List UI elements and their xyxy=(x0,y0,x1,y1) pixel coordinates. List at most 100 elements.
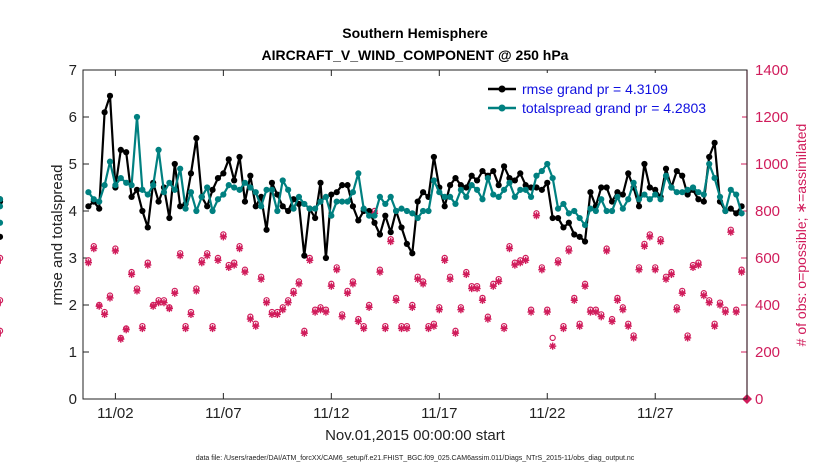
obs-assimilated-point xyxy=(592,308,600,316)
obs-assimilated-point xyxy=(457,306,465,314)
y-tick-label: 7 xyxy=(69,62,77,79)
obs-assimilated-point xyxy=(673,306,681,314)
totalspread-point xyxy=(646,196,653,203)
rmse-point xyxy=(430,153,437,161)
rmse-point xyxy=(581,238,589,245)
obs-assimilated-point xyxy=(84,259,92,267)
rmse-point xyxy=(247,172,254,179)
obs-assimilated-point xyxy=(198,259,206,267)
data-file-footer: data file: /Users/raeder/DAI/ATM_forcXX/… xyxy=(196,455,635,462)
totalspread-point xyxy=(587,205,594,212)
obs-assimilated-point xyxy=(570,296,578,304)
rmse-point xyxy=(128,193,135,200)
x-tick-label: 11/07 xyxy=(205,405,241,422)
rmse-point xyxy=(538,186,545,193)
obs-assimilated-point xyxy=(338,313,346,321)
totalspread-point xyxy=(285,186,292,193)
series-layer xyxy=(0,92,746,350)
y2-tick-label: 200 xyxy=(755,344,780,361)
obs-assimilated-point xyxy=(403,324,411,333)
totalspread-point xyxy=(722,207,729,215)
totalspread-point xyxy=(625,196,632,203)
rmse-point xyxy=(706,153,713,161)
y-tick-label: 0 xyxy=(69,391,77,408)
rmse-point xyxy=(177,203,184,210)
totalspread-point xyxy=(527,193,535,200)
obs-assimilated-point xyxy=(90,245,98,253)
x-axis-label: Nov.01,2015 00:00:00 start xyxy=(325,427,506,444)
rmse-point xyxy=(123,149,130,156)
totalspread-point xyxy=(258,203,265,210)
rmse-point xyxy=(495,182,502,189)
totalspread-point xyxy=(317,198,324,205)
totalspread-point xyxy=(160,189,168,196)
totalspread-point xyxy=(484,175,491,182)
totalspread-point xyxy=(619,205,626,212)
totalspread-point xyxy=(0,203,4,210)
totalspread-point xyxy=(689,184,697,191)
rmse-point xyxy=(171,160,178,168)
x-tick-label: 11/12 xyxy=(313,405,349,422)
y2-tick-label: 400 xyxy=(755,297,780,314)
totalspread-point xyxy=(295,193,303,200)
obs-assimilated-point xyxy=(657,237,665,246)
totalspread-point xyxy=(419,207,427,215)
totalspread-point xyxy=(366,212,373,219)
obs-assimilated-point xyxy=(214,256,222,264)
rmse-point xyxy=(608,198,616,205)
totalspread-point xyxy=(144,191,151,198)
y-tick-label: 2 xyxy=(69,297,77,314)
rmse-point xyxy=(603,184,610,191)
totalspread-point xyxy=(214,196,222,203)
totalspread-point xyxy=(479,196,486,203)
obs-assimilated-point xyxy=(532,212,541,220)
totalspread-point xyxy=(128,182,135,189)
rmse-point xyxy=(279,203,286,210)
obs-assimilated-point xyxy=(500,324,508,333)
obs-assimilated-point xyxy=(333,266,341,274)
totalspread-point xyxy=(241,179,249,186)
rmse-point xyxy=(398,224,405,231)
obs-assimilated-point xyxy=(122,326,130,334)
rmse-point xyxy=(646,184,653,191)
totalspread-point xyxy=(468,182,475,189)
rmse-point xyxy=(322,254,330,262)
totalspread-point xyxy=(446,193,454,200)
obs-assimilated-point xyxy=(565,247,573,255)
rmse-point xyxy=(662,165,670,172)
rmse-point xyxy=(441,203,448,210)
obs-assimilated-point xyxy=(694,261,703,269)
totalspread-point xyxy=(279,177,286,184)
totalspread-point xyxy=(112,182,119,189)
rmse-point xyxy=(193,135,200,142)
totalspread-point xyxy=(312,205,319,212)
rmse-point xyxy=(204,203,211,210)
totalspread-point xyxy=(473,186,481,193)
totalspread-point xyxy=(193,207,200,215)
rmse-point xyxy=(139,207,146,215)
rmse-point xyxy=(554,214,562,222)
obs-assimilated-point xyxy=(219,233,227,241)
rmse-point xyxy=(382,212,389,219)
rmse-point xyxy=(619,191,626,198)
totalspread-point xyxy=(101,182,108,189)
totalspread-point xyxy=(549,175,556,182)
totalspread-point xyxy=(673,189,680,196)
obs-assimilated-point xyxy=(484,315,492,323)
totalspread-point xyxy=(554,205,562,212)
obs-assimilated-point xyxy=(613,296,622,304)
rmse-point xyxy=(409,250,416,257)
y-tick-label: 3 xyxy=(69,250,77,267)
obs-assimilated-point xyxy=(376,268,384,276)
obs-assimilated-point xyxy=(279,306,287,314)
rmse-point xyxy=(236,153,243,161)
obs-assimilated-point xyxy=(252,322,260,330)
obs-assimilated-point xyxy=(473,284,481,293)
totalspread-point xyxy=(139,186,146,193)
obs-assimilated-point xyxy=(117,335,125,343)
totalspread-point xyxy=(576,214,583,222)
rmse-point xyxy=(544,179,551,186)
obs-assimilated-point xyxy=(424,324,433,333)
totalspread-point xyxy=(150,182,157,189)
rmse-point xyxy=(101,109,108,116)
